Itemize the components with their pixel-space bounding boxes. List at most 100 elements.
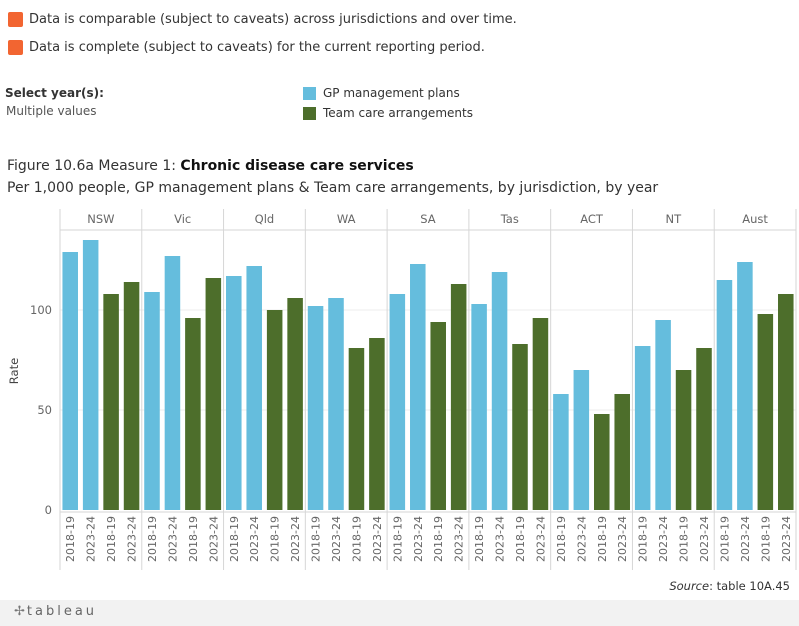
x-tick-label-aust-1: 2023-24 — [739, 516, 752, 562]
legend-label-gp-plans: GP management plans — [323, 86, 460, 100]
bar-nt-gp-2023-24 — [655, 320, 671, 510]
panel-header-nsw: NSW — [87, 212, 114, 226]
y-tick-label-50: 50 — [37, 403, 52, 417]
legend-label-team-care: Team care arrangements — [323, 106, 473, 120]
bar-tas-gp-2018-19 — [471, 304, 487, 510]
y-tick-label-0: 0 — [45, 503, 52, 517]
x-tick-label-nsw-2: 2018-19 — [105, 516, 118, 562]
bar-vic-tca-2018-19 — [185, 318, 201, 510]
x-tick-label-nt-2: 2018-19 — [678, 516, 691, 562]
x-tick-label-nt-3: 2023-24 — [698, 516, 711, 562]
caveat-complete: Data is complete (subject to caveats) fo… — [8, 40, 485, 55]
x-tick-label-aust-3: 2023-24 — [780, 516, 793, 562]
bar-tas-tca-2018-19 — [512, 344, 528, 510]
x-tick-label-wa-3: 2023-24 — [371, 516, 384, 562]
legend-item-gp-plans[interactable]: GP management plans — [303, 86, 460, 100]
x-tick-label-nt-0: 2018-19 — [637, 516, 650, 562]
year-filter-select[interactable]: Multiple values — [6, 104, 97, 118]
caveat-complete-text: Data is complete (subject to caveats) fo… — [29, 40, 485, 55]
bar-vic-tca-2023-24 — [205, 278, 222, 510]
x-tick-label-act-3: 2023-24 — [616, 516, 629, 562]
bar-vic-gp-2018-19 — [144, 292, 160, 510]
bar-wa-tca-2018-19 — [348, 348, 365, 510]
panel-header-band — [60, 209, 796, 230]
bar-aust-tca-2023-24 — [778, 294, 794, 510]
panel-header-qld: Qld — [255, 212, 275, 226]
x-tick-label-act-1: 2023-24 — [575, 516, 588, 562]
x-tick-label-sa-3: 2023-24 — [453, 516, 466, 562]
x-tick-label-vic-0: 2018-19 — [146, 516, 159, 562]
panel-header-vic: Vic — [174, 212, 191, 226]
bar-aust-gp-2023-24 — [737, 262, 753, 510]
x-tick-label-act-0: 2018-19 — [555, 516, 568, 562]
legend-swatch-gp-plans — [303, 86, 316, 100]
bar-act-tca-2018-19 — [594, 414, 610, 510]
tableau-plus-icon: ✢ — [14, 604, 25, 619]
panel-header-sa: SA — [420, 212, 436, 226]
caveat-complete-square-icon — [8, 40, 23, 55]
x-tick-label-nsw-0: 2018-19 — [64, 516, 77, 562]
panel-header-tas: Tas — [500, 212, 519, 226]
chart-title-bold: Chronic disease care services — [180, 158, 414, 174]
caveat-comparable-square-icon — [8, 12, 23, 27]
y-axis-title: Rate — [7, 358, 21, 384]
caveat-comparable: Data is comparable (subject to caveats) … — [8, 12, 517, 27]
bar-nt-tca-2023-24 — [696, 348, 712, 510]
bar-qld-gp-2018-19 — [226, 276, 242, 510]
x-tick-label-sa-1: 2023-24 — [412, 516, 425, 562]
chart-title-prefix: Figure 10.6a Measure 1: — [7, 158, 181, 174]
x-tick-label-wa-0: 2018-19 — [310, 516, 323, 562]
panel-header-wa: WA — [337, 212, 356, 226]
year-filter-label: Select year(s): — [5, 86, 104, 100]
caveat-comparable-text: Data is comparable (subject to caveats) … — [29, 12, 517, 27]
x-tick-label-wa-2: 2018-19 — [350, 516, 363, 562]
bar-sa-gp-2018-19 — [389, 294, 406, 510]
bar-nt-tca-2018-19 — [675, 370, 692, 510]
y-tick-label-100: 100 — [30, 303, 52, 317]
legend-swatch-team-care — [303, 106, 316, 120]
source-note: Source: table 10A.45 — [669, 579, 790, 593]
x-tick-label-vic-3: 2023-24 — [207, 516, 220, 562]
x-tick-label-aust-0: 2018-19 — [718, 516, 731, 562]
bar-vic-gp-2023-24 — [164, 256, 181, 510]
bar-nsw-gp-2018-19 — [62, 252, 78, 510]
chart-subtitle: Per 1,000 people, GP management plans & … — [7, 180, 659, 196]
source-text: : table 10A.45 — [709, 579, 790, 593]
bar-sa-tca-2018-19 — [430, 322, 446, 510]
bar-tas-gp-2023-24 — [491, 272, 508, 510]
legend-item-team-care[interactable]: Team care arrangements — [303, 106, 473, 120]
bar-qld-gp-2023-24 — [246, 266, 262, 510]
bar-qld-tca-2018-19 — [266, 310, 283, 510]
bar-act-tca-2023-24 — [614, 394, 630, 510]
panel-header-nt: NT — [666, 212, 683, 226]
x-tick-label-sa-0: 2018-19 — [391, 516, 404, 562]
tableau-logo-text: tableau — [26, 604, 98, 619]
x-tick-label-aust-2: 2018-19 — [759, 516, 772, 562]
bar-qld-tca-2023-24 — [287, 298, 303, 510]
source-label: Source — [669, 579, 710, 593]
x-tick-label-nsw-1: 2023-24 — [85, 516, 98, 562]
tableau-logo[interactable]: ✢ tableau — [14, 604, 97, 619]
x-tick-label-qld-2: 2018-19 — [269, 516, 282, 562]
x-tick-label-sa-2: 2018-19 — [432, 516, 445, 562]
x-tick-label-tas-2: 2018-19 — [514, 516, 527, 562]
bar-act-gp-2018-19 — [553, 394, 569, 510]
bar-wa-gp-2023-24 — [328, 298, 344, 510]
bar-nsw-gp-2023-24 — [82, 240, 99, 510]
bar-aust-tca-2018-19 — [757, 314, 774, 510]
x-tick-label-nsw-3: 2023-24 — [126, 516, 139, 562]
bar-wa-tca-2023-24 — [369, 338, 385, 510]
bar-act-gp-2023-24 — [573, 370, 590, 510]
x-tick-label-tas-3: 2023-24 — [534, 516, 547, 562]
x-tick-label-tas-0: 2018-19 — [473, 516, 486, 562]
x-tick-label-vic-1: 2023-24 — [166, 516, 179, 562]
bar-wa-gp-2018-19 — [307, 306, 324, 510]
panel-header-act: ACT — [580, 212, 604, 226]
x-tick-label-nt-1: 2023-24 — [657, 516, 670, 562]
x-tick-label-qld-0: 2018-19 — [228, 516, 241, 562]
tableau-footer: ✢ tableau — [0, 600, 799, 626]
bar-chart: 0 50 100 Rate NSW 2018-19 2023-24 2018-19 2023-2… — [7, 209, 797, 570]
chart-title: Figure 10.6a Measure 1: Chronic disease … — [7, 158, 414, 174]
panel-header-aust: Aust — [742, 212, 768, 226]
x-tick-label-qld-1: 2023-24 — [248, 516, 261, 562]
